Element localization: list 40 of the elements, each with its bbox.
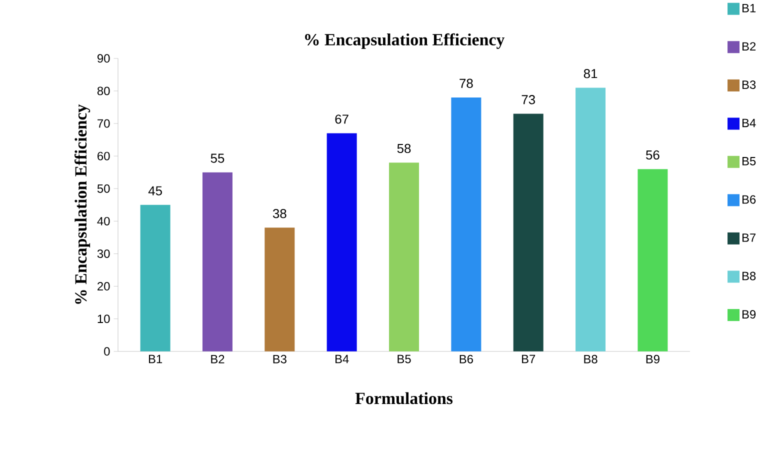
data-label: 67	[335, 114, 348, 124]
chart-title: % Encapsulation Efficiency	[305, 33, 505, 49]
y-tick-label: 40	[97, 216, 110, 226]
y-tick-label: 0	[104, 346, 110, 356]
x-tick-label: B6	[460, 354, 473, 364]
x-tick-label: B5	[398, 354, 411, 364]
data-label: 38	[272, 208, 286, 218]
y-axis-title: % Encapsulation Efficiency	[74, 104, 90, 304]
y-tick-label: 70	[98, 119, 110, 128]
y-tick-label: 60	[98, 152, 110, 160]
x-tick-label: B3	[273, 354, 286, 364]
legend-label: B8	[742, 272, 756, 280]
legend-label: B7	[742, 233, 756, 242]
y-tick-label: 10	[98, 314, 110, 323]
legend-label: B1	[742, 4, 756, 12]
data-label: 45	[148, 186, 162, 196]
y-tick-label: 80	[97, 86, 110, 95]
data-label: 55	[210, 154, 224, 163]
x-tick-label: B8	[584, 354, 598, 364]
x-axis-title: Formulations	[355, 392, 453, 404]
y-tick-label: 30	[97, 249, 110, 258]
y-tick-label: 20	[98, 282, 110, 290]
x-tick-label: B9	[646, 354, 660, 364]
y-tick-label: 50	[97, 184, 110, 193]
legend-label: B4	[742, 118, 756, 127]
legend-label: B6	[742, 195, 756, 204]
legend-label: B9	[742, 310, 756, 318]
legend-label: B3	[742, 80, 756, 89]
data-label: 58	[397, 144, 411, 153]
data-label: 73	[522, 94, 535, 104]
data-label: 78	[460, 78, 473, 88]
y-tick-label: 90	[98, 54, 110, 62]
x-tick-label: B7	[522, 354, 536, 363]
legend-label: B2	[742, 42, 756, 50]
data-label: 81	[584, 68, 598, 78]
x-tick-label: B1	[148, 354, 162, 363]
data-label: 56	[646, 150, 660, 160]
x-tick-label: B2	[211, 354, 224, 364]
legend-label: B5	[742, 156, 756, 166]
x-tick-label: B4	[336, 354, 349, 363]
